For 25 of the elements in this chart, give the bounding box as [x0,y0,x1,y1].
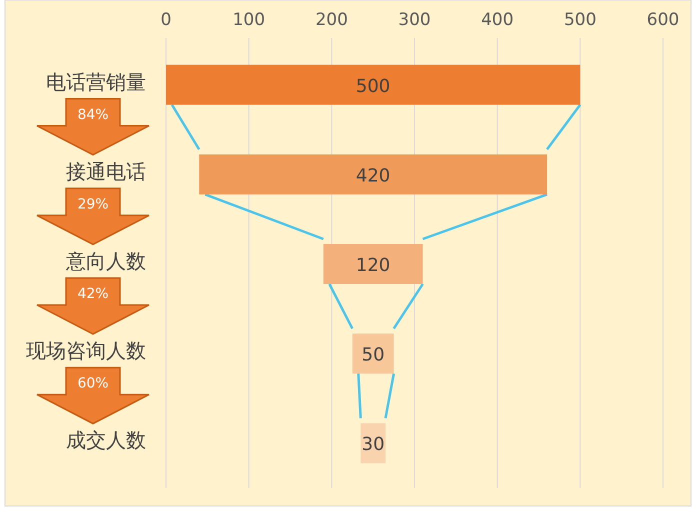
data-label: 500 [356,76,390,97]
bar [166,64,580,105]
data-label: 120 [356,255,390,276]
text: 29% [77,196,109,212]
x-tick-label: 100 [232,10,266,30]
bar [352,334,394,374]
x-tick-label: 300 [398,10,431,30]
data-label: 420 [356,165,390,186]
data-label: 30 [362,434,385,456]
text: 84% [77,106,109,123]
bar [199,154,548,194]
x-tick-label: 600 [646,10,680,30]
x-tick-label: 200 [315,10,348,30]
bar [323,244,423,284]
y-tick-label: 电话营销量 [46,70,146,94]
x-tick-label: 500 [564,10,596,30]
y-tick-label: 现场咨询人数 [26,338,146,363]
x-tick-label: 0 [160,10,172,30]
text: 60% [77,376,109,392]
y-tick-label: 意向人数 [65,249,146,273]
y-tick-label: 成交人数 [66,428,146,452]
x-tick-label: 400 [481,10,514,30]
y-tick-label: 接通电话 [66,159,146,184]
data-label: 50 [362,344,385,366]
text: 42% [77,286,109,302]
